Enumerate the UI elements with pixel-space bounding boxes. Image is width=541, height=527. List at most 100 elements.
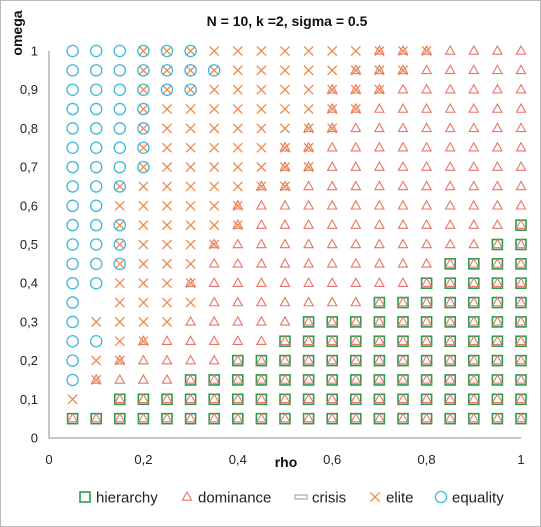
elite-point xyxy=(138,65,149,76)
dominance-point xyxy=(421,238,433,249)
elite-point xyxy=(114,200,125,211)
dominance-point xyxy=(397,102,409,113)
dominance-point xyxy=(114,412,126,423)
dominance-point xyxy=(515,199,527,210)
equality-point xyxy=(66,64,79,77)
elite-point xyxy=(138,84,149,95)
equality-point xyxy=(89,238,103,251)
dominance-point xyxy=(515,122,527,133)
dominance-point xyxy=(421,373,433,384)
elite-point xyxy=(209,84,220,95)
equality-point xyxy=(113,64,127,77)
equality-point xyxy=(66,180,79,193)
equality-point xyxy=(89,334,103,348)
series-elite xyxy=(67,45,432,405)
dominance-point xyxy=(279,277,291,287)
elite-point xyxy=(209,200,220,211)
dominance-point xyxy=(350,373,362,384)
x-tick-label: 0 xyxy=(45,452,52,467)
elite-point xyxy=(138,316,149,327)
elite-point xyxy=(138,200,149,211)
dominance-point xyxy=(255,373,267,384)
equality-point xyxy=(113,44,127,58)
elite-point xyxy=(256,162,267,173)
legend-label: elite xyxy=(386,490,414,507)
elite-point xyxy=(232,181,243,192)
equality-point xyxy=(137,122,150,135)
dominance-point xyxy=(114,393,126,404)
dominance-point xyxy=(468,393,480,404)
equality-point xyxy=(89,218,103,232)
dominance-point xyxy=(397,277,409,287)
dominance-point xyxy=(303,354,315,365)
dominance-point xyxy=(326,83,338,94)
dominance-point xyxy=(515,83,527,94)
elite-point xyxy=(185,220,196,231)
dominance-point xyxy=(397,122,409,133)
legend-label: hierarchy xyxy=(96,490,158,507)
dominance-point xyxy=(444,160,456,171)
dominance-point xyxy=(185,412,197,423)
elite-point xyxy=(114,239,125,250)
dominance-point xyxy=(444,44,456,55)
dominance-point xyxy=(350,354,362,365)
dominance-point xyxy=(232,393,244,404)
elite-point xyxy=(209,103,220,115)
dominance-point xyxy=(491,315,503,326)
dominance-point xyxy=(397,180,409,191)
dominance-point xyxy=(303,296,315,307)
y-tick-label: 0,4 xyxy=(20,276,38,291)
dominance-point xyxy=(444,296,456,307)
dominance-point xyxy=(515,44,527,55)
elite-point xyxy=(185,142,196,153)
dominance-point xyxy=(468,160,480,171)
y-tick-label: 0,8 xyxy=(20,121,38,136)
elite-point xyxy=(209,45,220,57)
dominance-point xyxy=(373,64,385,75)
legend-item-crisis: crisis xyxy=(294,490,346,507)
equality-point xyxy=(160,64,174,77)
dominance-point xyxy=(350,219,362,229)
dominance-point xyxy=(303,412,315,423)
elite-point xyxy=(256,45,267,57)
equality-point xyxy=(184,64,197,77)
elite-point xyxy=(161,278,173,289)
dominance-point xyxy=(90,373,102,384)
dominance-point xyxy=(491,393,503,404)
elite-point xyxy=(303,45,314,57)
dominance-point xyxy=(373,141,385,152)
dominance-point xyxy=(421,354,433,365)
elite-point xyxy=(279,103,291,115)
dominance-point xyxy=(208,335,220,345)
dominance-point xyxy=(373,160,385,171)
elite-point xyxy=(327,103,338,115)
elite-point xyxy=(161,181,173,192)
dominance-point xyxy=(208,412,220,423)
elite-point xyxy=(185,278,196,289)
elite-point xyxy=(209,220,220,231)
equality-point xyxy=(137,141,150,154)
dominance-point xyxy=(161,354,173,365)
dominance-point xyxy=(515,373,527,384)
dominance-point xyxy=(185,335,197,345)
dominance-point xyxy=(444,83,456,94)
equality-point xyxy=(113,257,127,271)
dominance-point xyxy=(373,393,385,404)
dominance-point xyxy=(255,219,267,229)
dominance-point xyxy=(444,64,456,75)
y-tick-labels: 0 0,1 0,2 0,3 0,4 0,5 0,6 0,7 0,8 0,9 1 xyxy=(20,44,38,446)
dominance-point xyxy=(397,64,409,75)
dominance-point xyxy=(491,122,503,133)
elite-point xyxy=(232,200,243,211)
dominance-point xyxy=(232,412,244,423)
dominance-point xyxy=(515,219,527,229)
elite-point xyxy=(161,316,173,327)
dominance-point xyxy=(373,257,385,268)
series-hierarchy xyxy=(66,219,527,425)
dominance-point xyxy=(137,354,149,365)
equality-point xyxy=(66,334,79,348)
elite-point xyxy=(138,278,149,289)
elite-point xyxy=(185,239,196,250)
dominance-point xyxy=(279,257,291,268)
dominance-point xyxy=(373,122,385,133)
